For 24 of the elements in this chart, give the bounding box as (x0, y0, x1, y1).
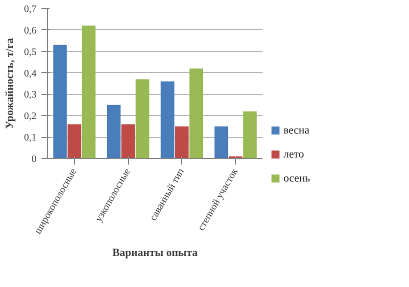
x-axis-title: Варианты опыта (112, 246, 198, 259)
y-tick-label: 0,7 (24, 4, 36, 15)
bar (121, 124, 135, 158)
bar (82, 26, 96, 158)
bar (243, 111, 257, 158)
bar (214, 126, 228, 158)
bar (175, 126, 189, 158)
bar (68, 124, 82, 158)
y-tick-label: 0 (32, 154, 36, 165)
y-tick-label: 0,3 (24, 90, 36, 101)
y-tick-label: 0,4 (24, 68, 36, 80)
bar (136, 79, 150, 158)
y-tick-label: 0,5 (24, 46, 36, 58)
bar (106, 104, 121, 158)
legend-label: весна (284, 124, 310, 136)
y-tick-label: 0,2 (24, 111, 36, 122)
legend-label: лето (284, 148, 305, 160)
legend-label: осень (284, 172, 310, 184)
bar (160, 81, 174, 158)
bar (53, 44, 67, 158)
bar (189, 68, 204, 158)
y-tick-label: 0,6 (24, 25, 36, 36)
y-tick-label: 0,1 (24, 132, 36, 144)
y-axis-title: Урожайность, т/га (4, 38, 16, 129)
